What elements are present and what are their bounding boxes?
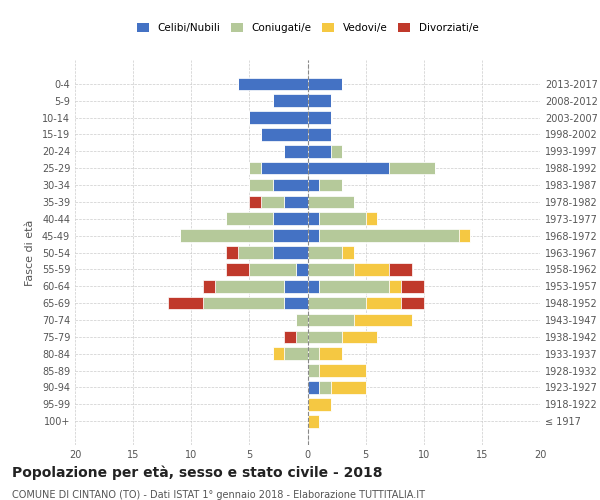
- Bar: [308, 314, 354, 326]
- Bar: [331, 145, 343, 158]
- Bar: [365, 297, 401, 310]
- Bar: [308, 212, 319, 225]
- Bar: [319, 230, 458, 242]
- Bar: [389, 263, 412, 276]
- Bar: [250, 178, 272, 192]
- Bar: [331, 381, 365, 394]
- Bar: [250, 162, 261, 174]
- Bar: [308, 111, 331, 124]
- Bar: [261, 162, 308, 174]
- Bar: [308, 415, 319, 428]
- Bar: [284, 348, 308, 360]
- Bar: [354, 314, 412, 326]
- Bar: [284, 297, 308, 310]
- Bar: [308, 196, 354, 208]
- Text: Popolazione per età, sesso e stato civile - 2018: Popolazione per età, sesso e stato civil…: [12, 465, 383, 479]
- Bar: [203, 280, 215, 292]
- Bar: [226, 263, 250, 276]
- Bar: [308, 78, 343, 90]
- Bar: [272, 230, 308, 242]
- Y-axis label: Fasce di età: Fasce di età: [25, 220, 35, 286]
- Bar: [296, 314, 308, 326]
- Bar: [343, 246, 354, 259]
- Bar: [389, 162, 436, 174]
- Bar: [250, 263, 296, 276]
- Bar: [308, 94, 331, 107]
- Bar: [250, 196, 261, 208]
- Bar: [308, 330, 343, 343]
- Bar: [238, 78, 308, 90]
- Bar: [284, 145, 308, 158]
- Bar: [319, 348, 343, 360]
- Bar: [308, 246, 343, 259]
- Bar: [308, 162, 389, 174]
- Bar: [365, 212, 377, 225]
- Bar: [272, 348, 284, 360]
- Bar: [389, 280, 401, 292]
- Bar: [319, 178, 343, 192]
- Bar: [308, 263, 354, 276]
- Bar: [238, 246, 272, 259]
- Bar: [319, 212, 365, 225]
- Bar: [203, 297, 284, 310]
- Bar: [250, 111, 308, 124]
- Bar: [179, 230, 272, 242]
- Bar: [261, 196, 284, 208]
- Text: COMUNE DI CINTANO (TO) - Dati ISTAT 1° gennaio 2018 - Elaborazione TUTTITALIA.IT: COMUNE DI CINTANO (TO) - Dati ISTAT 1° g…: [12, 490, 425, 500]
- Bar: [319, 381, 331, 394]
- Bar: [308, 145, 331, 158]
- Bar: [308, 381, 319, 394]
- Bar: [272, 178, 308, 192]
- Bar: [319, 280, 389, 292]
- Bar: [308, 230, 319, 242]
- Bar: [354, 263, 389, 276]
- Bar: [226, 212, 272, 225]
- Bar: [296, 263, 308, 276]
- Bar: [308, 128, 331, 141]
- Bar: [308, 178, 319, 192]
- Legend: Celibi/Nubili, Coniugati/e, Vedovi/e, Divorziati/e: Celibi/Nubili, Coniugati/e, Vedovi/e, Di…: [133, 19, 482, 38]
- Bar: [272, 246, 308, 259]
- Bar: [168, 297, 203, 310]
- Bar: [296, 330, 308, 343]
- Bar: [401, 297, 424, 310]
- Bar: [319, 364, 365, 377]
- Bar: [308, 280, 319, 292]
- Bar: [272, 94, 308, 107]
- Bar: [308, 348, 319, 360]
- Bar: [308, 398, 331, 410]
- Bar: [226, 246, 238, 259]
- Bar: [458, 230, 470, 242]
- Bar: [284, 330, 296, 343]
- Bar: [215, 280, 284, 292]
- Bar: [284, 196, 308, 208]
- Bar: [308, 364, 319, 377]
- Bar: [284, 280, 308, 292]
- Bar: [261, 128, 308, 141]
- Bar: [272, 212, 308, 225]
- Bar: [308, 297, 365, 310]
- Bar: [343, 330, 377, 343]
- Bar: [401, 280, 424, 292]
